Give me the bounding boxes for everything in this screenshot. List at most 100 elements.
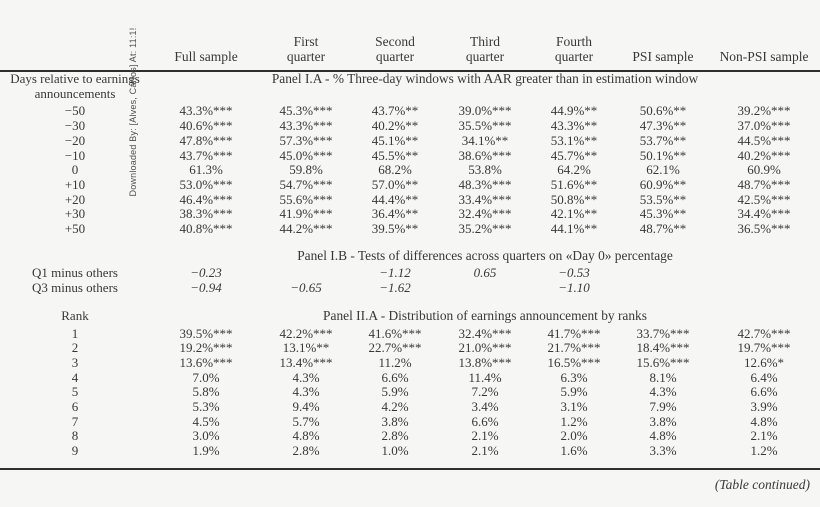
value-cell: 40.8%*** (179, 222, 233, 237)
value-cell: 45.0%*** (279, 148, 333, 163)
row-label: +50 (64, 222, 86, 237)
value-cell: 50.8%** (550, 192, 598, 207)
value-cell: 3.4% (471, 400, 499, 415)
value-cell: 3.8% (649, 414, 677, 429)
row-label: 1 (71, 326, 79, 341)
row-label: 8 (71, 429, 79, 444)
value-cell: 39.2%*** (737, 104, 791, 119)
value-cell: 59.8% (289, 163, 323, 178)
column-header: Third quarter (440, 28, 530, 72)
value-cell: 44.5%*** (737, 133, 791, 148)
column-header: Second quarter (350, 28, 440, 72)
value-cell (440, 281, 530, 296)
value-cell: 2.1% (750, 429, 778, 444)
value-cell: 53.8% (468, 163, 502, 178)
row-label: 6 (71, 400, 79, 415)
value-cell: 60.9% (747, 163, 781, 178)
row-label: +20 (64, 192, 86, 207)
value-cell: 9.4% (292, 400, 320, 415)
table-body: Days relative to earnings announcements P… (0, 71, 820, 469)
value-cell: 37.0%*** (737, 119, 791, 134)
column-header: Full sample (150, 28, 262, 72)
stub-column-header (0, 28, 150, 72)
value-cell: 41.7%*** (547, 326, 601, 341)
value-cell: 1.0% (381, 444, 409, 459)
value-cell: 44.1%** (550, 222, 598, 237)
value-cell: 6.6% (471, 414, 499, 429)
value-cell: 7.2% (471, 385, 499, 400)
table-row: 7 4.5% 5.7% 3.8% 6.6% 1.2% 3.8% 4.8% (0, 415, 820, 430)
value-cell: 2.8% (292, 444, 320, 459)
value-cell: 2.8% (381, 429, 409, 444)
results-table: Full sample First quarter Second quarter Th… (0, 28, 820, 470)
value-cell: 4.3% (292, 370, 320, 385)
value-cell: 8.1% (649, 370, 677, 385)
value-cell: 7.0% (192, 370, 220, 385)
value-cell: 44.4%** (371, 192, 419, 207)
value-cell: 15.6%*** (636, 355, 690, 370)
value-cell: 40.2%*** (737, 148, 791, 163)
value-cell (618, 281, 708, 296)
watermark-text: Downloaded By: [Alves, Carlos] At: 11:1! (128, 27, 138, 197)
table-row: 3 13.6%*** 13.4%*** 11.2% 13.8%*** 16.5%*** 15… (0, 356, 820, 371)
value-cell: 42.5%*** (737, 192, 791, 207)
value-cell: 4.8% (750, 414, 778, 429)
value-cell: 55.6%*** (279, 192, 333, 207)
value-cell: 2.1% (471, 429, 499, 444)
table-row: Q1 minus others −0.23 −1.12 0.65 −0.53 (0, 266, 820, 281)
value-cell: 45.1%** (371, 133, 419, 148)
value-cell: 18.4%*** (636, 341, 690, 356)
panel-caption: Panel I.B - Tests of differences across … (297, 247, 673, 263)
value-cell: 43.7%*** (179, 148, 233, 163)
table-row: −10 43.7%*** 45.0%*** 45.5%** 38.6%*** 45.7%*… (0, 149, 820, 164)
value-cell: 11.2% (378, 355, 412, 370)
value-cell: 5.3% (192, 400, 220, 415)
value-cell: 34.4%*** (737, 207, 791, 222)
value-cell: −0.65 (290, 281, 322, 296)
value-cell: 35.2%*** (458, 222, 512, 237)
value-cell: 53.1%** (550, 133, 598, 148)
value-cell: 39.5%** (371, 222, 419, 237)
value-cell: 0.65 (473, 266, 497, 281)
column-header: Fourth quarter (530, 28, 618, 72)
value-cell: 7.9% (649, 400, 677, 415)
table-row: 5 5.8% 4.3% 5.9% 7.2% 5.9% 4.3% 6.6% (0, 385, 820, 400)
value-cell: 34.1%** (461, 133, 509, 148)
row-label: 3 (71, 355, 79, 370)
value-cell: 4.2% (381, 400, 409, 415)
table-row: 0 61.3% 59.8% 68.2% 53.8% 64.2% 62.1% 60.9% (0, 163, 820, 178)
value-cell: 54.7%*** (279, 177, 333, 192)
value-cell: 57.0%** (371, 177, 419, 192)
value-cell: 60.9%** (639, 177, 687, 192)
value-cell (618, 266, 708, 281)
table-row: Q3 minus others −0.94 −0.65 −1.62 −1.10 (0, 281, 820, 296)
row-label: Q1 minus others (32, 266, 118, 281)
row-label: 9 (71, 444, 79, 459)
value-cell: 53.7%** (639, 133, 687, 148)
value-cell: 50.6%** (639, 104, 687, 119)
value-cell (708, 266, 820, 281)
table-row: +50 40.8%*** 44.2%*** 39.5%** 35.2%*** 44.1%*… (0, 222, 820, 237)
row-label: 2 (71, 341, 79, 356)
value-cell: 16.5%*** (547, 355, 601, 370)
value-cell: 32.4%*** (458, 207, 512, 222)
value-cell: 42.2%*** (279, 326, 333, 341)
value-cell: 13.8%*** (458, 355, 512, 370)
value-cell: 13.1%** (282, 341, 330, 356)
header-row: Full sample First quarter Second quarter Th… (0, 28, 820, 72)
value-cell: 62.1% (646, 163, 680, 178)
value-cell: 5.9% (381, 385, 409, 400)
value-cell: 6.6% (381, 370, 409, 385)
value-cell: 6.4% (750, 370, 778, 385)
table-row: 2 19.2%*** 13.1%** 22.7%*** 21.0%*** 21.7%***… (0, 341, 820, 356)
value-cell: 43.3%*** (179, 104, 233, 119)
value-cell: 6.6% (750, 385, 778, 400)
value-cell: 47.8%*** (179, 133, 233, 148)
value-cell: 48.3%*** (458, 177, 512, 192)
table-row: +20 46.4%*** 55.6%*** 44.4%** 33.4%*** 50.8%*… (0, 193, 820, 208)
value-cell: 1.2% (560, 414, 588, 429)
value-cell: 48.7%*** (737, 177, 791, 192)
value-cell: 45.3%** (639, 207, 687, 222)
value-cell: 2.0% (560, 429, 588, 444)
row-label: −20 (64, 133, 86, 148)
